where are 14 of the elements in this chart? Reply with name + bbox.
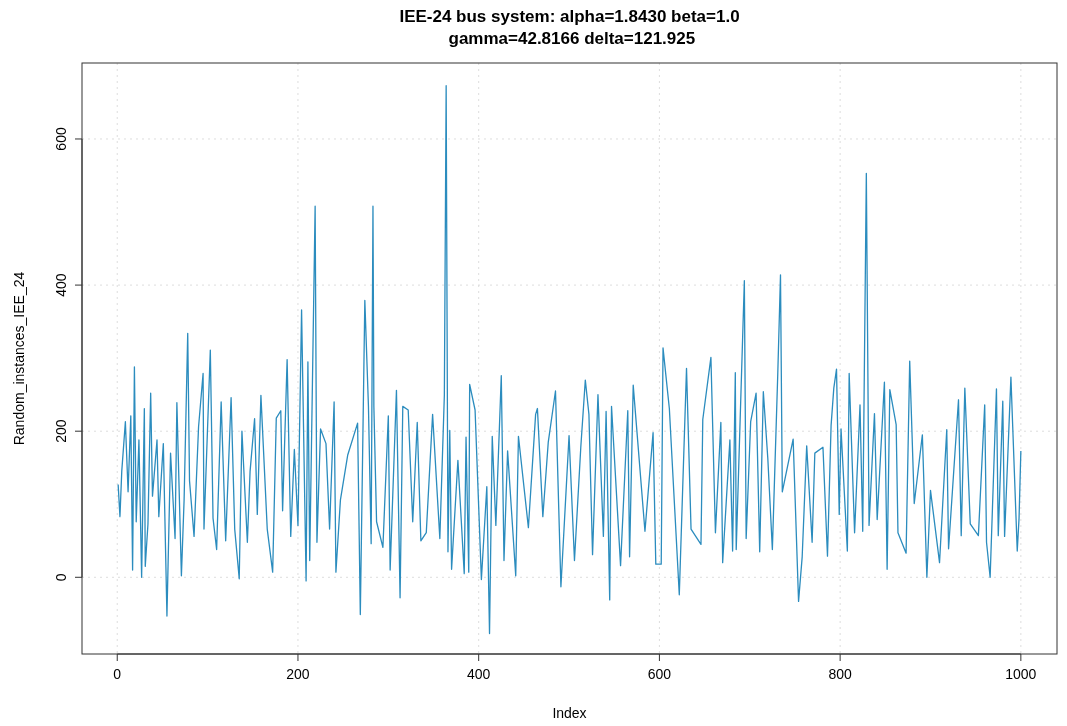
chart-title: IEE-24 bus system: alpha=1.8430 beta=1.0 gamma=42.8166 delta=121.925 [399,7,740,48]
y-tick-label: 200 [53,419,69,443]
x-tick-label: 0 [113,666,122,682]
x-tick-label: 600 [647,666,672,682]
x-tick-label: 200 [286,666,310,682]
x-tick-label: 400 [467,666,491,682]
x-tick-label: 1000 [1005,666,1037,682]
line-series [117,85,1022,635]
y-axis-title: Random_instances_IEE_24 [11,271,27,446]
x-tick-label: 800 [828,666,853,682]
y-tick-label: 0 [53,573,69,582]
y-tick-label: 400 [53,273,69,297]
y-tick-label: 600 [53,127,69,151]
x-axis-title: Index [552,705,587,721]
